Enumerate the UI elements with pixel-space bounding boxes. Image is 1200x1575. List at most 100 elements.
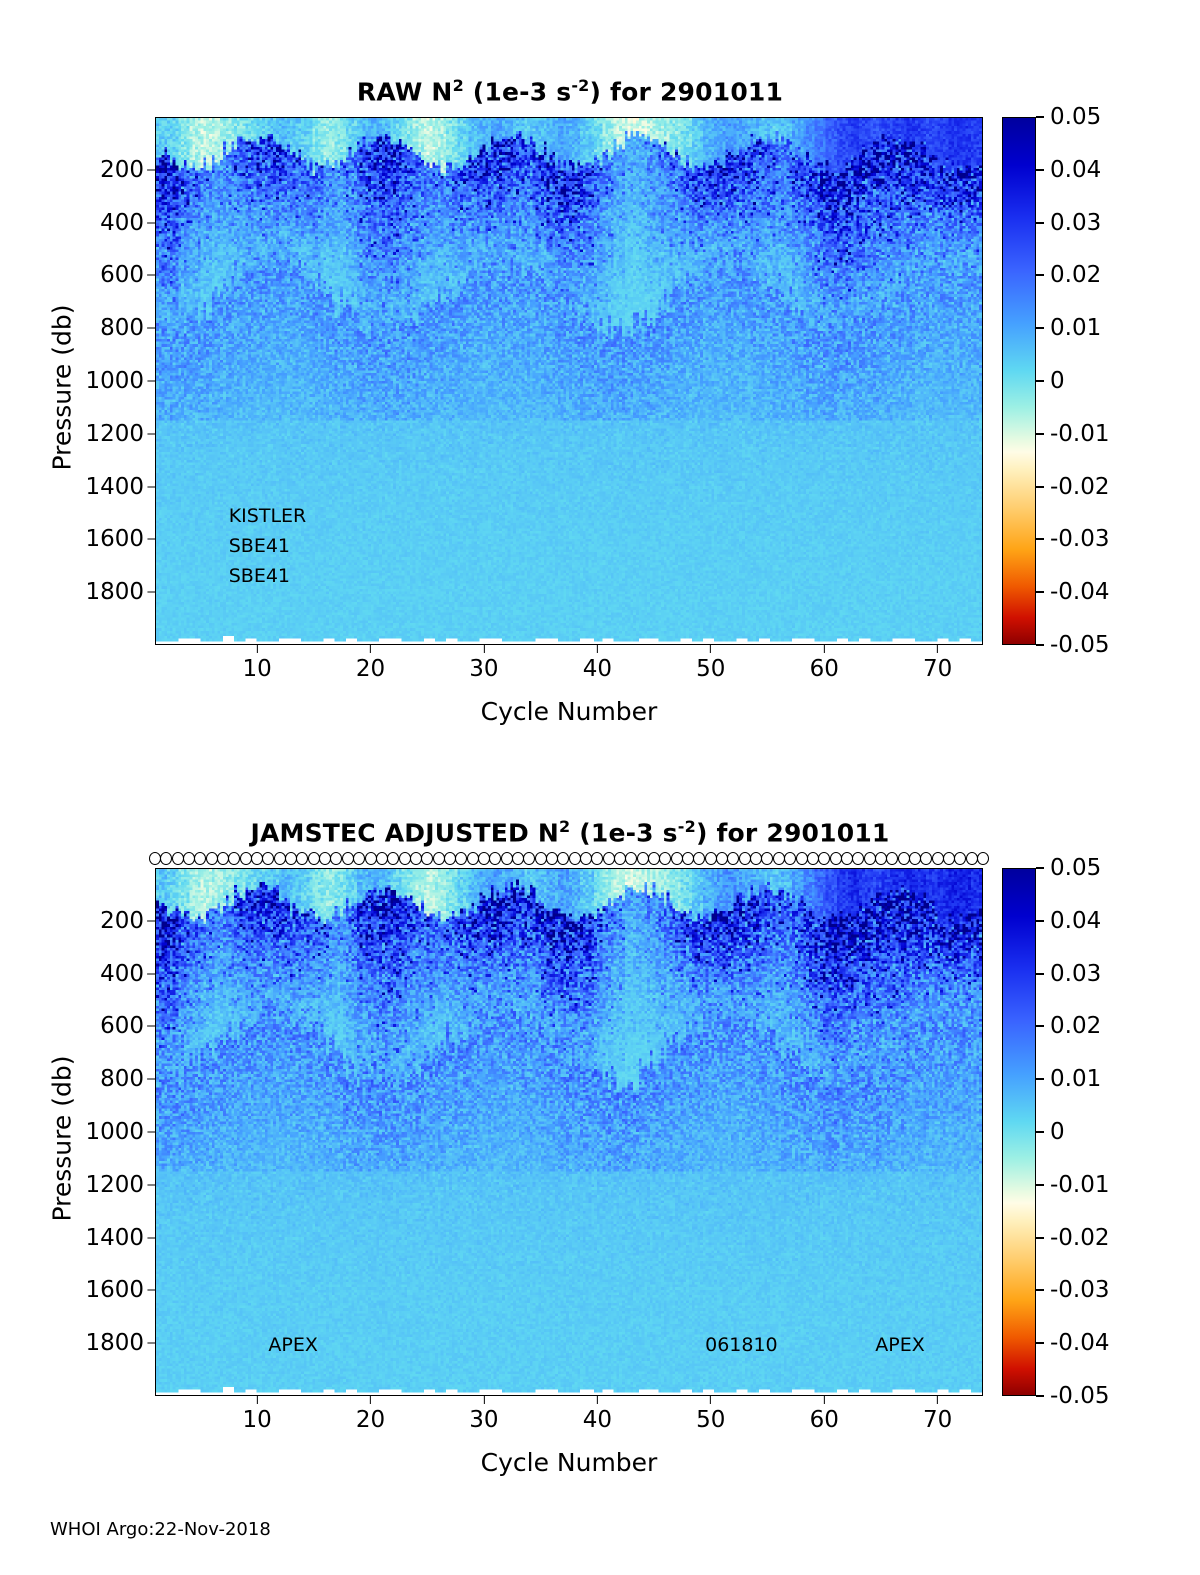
x-tick-label: 70: [923, 1396, 952, 1433]
colorbar-tick-label: 0: [1036, 368, 1065, 394]
x-tick-label: 30: [469, 1396, 498, 1433]
cycle-marker-icon: [160, 852, 173, 865]
y-tick-label: 400: [100, 210, 155, 236]
adjusted-x-axis-label: Cycle Number: [480, 1448, 658, 1477]
title-superscript-minus2: -2: [571, 76, 590, 95]
y-tick-label: 600: [100, 262, 155, 288]
cycle-marker-icon: [693, 852, 706, 865]
x-tick-label: 60: [810, 1396, 839, 1433]
colorbar-tick-label: 0.01: [1036, 1066, 1101, 1092]
cycle-marker-icon: [149, 852, 161, 865]
raw-x-axis-label: Cycle Number: [480, 697, 658, 726]
x-tick-label: 20: [356, 1396, 385, 1433]
cycle-marker-icon: [432, 852, 445, 865]
x-tick-label: 50: [696, 1396, 725, 1433]
cycle-marker-icon: [886, 852, 899, 865]
colorbar-tick-label: 0.04: [1036, 157, 1101, 183]
cycle-marker-icon: [171, 852, 184, 865]
cycle-marker-icon: [625, 852, 638, 865]
y-tick-label: 1600: [85, 1277, 155, 1303]
colorbar-tick-label: 0.05: [1036, 104, 1101, 130]
cycle-marker-icon: [727, 852, 740, 865]
colorbar-tick-label: -0.03: [1036, 1277, 1110, 1303]
y-tick-label: 1200: [85, 1172, 155, 1198]
raw-heatmap-image: [156, 118, 982, 644]
cycle-marker-icon: [341, 852, 354, 865]
adjusted-heatmap-axes: [155, 868, 983, 1396]
plot-annotation: SBE41: [228, 565, 290, 588]
adjusted-cycle-markers: [149, 852, 989, 866]
y-tick-label: 1200: [85, 421, 155, 447]
colorbar-tick-label: 0.03: [1036, 210, 1101, 236]
panel-adjusted: JAMSTEC ADJUSTED N2 (1e-3 s-2) for 29010…: [0, 740, 1200, 1500]
x-tick-label: 20: [356, 645, 385, 682]
cycle-marker-icon: [682, 852, 695, 865]
cycle-marker-icon: [398, 852, 411, 865]
cycle-marker-icon: [977, 852, 989, 865]
cycle-marker-icon: [330, 852, 343, 865]
x-tick-label: 50: [696, 645, 725, 682]
cycle-marker-icon: [784, 852, 797, 865]
y-tick-label: 1000: [85, 368, 155, 394]
cycle-marker-icon: [704, 852, 717, 865]
cycle-marker-icon: [183, 852, 196, 865]
cycle-marker-icon: [568, 852, 581, 865]
cycle-marker-icon: [489, 852, 502, 865]
cycle-marker-icon: [908, 852, 921, 865]
x-tick-label: 70: [923, 645, 952, 682]
x-tick-label: 40: [583, 1396, 612, 1433]
title-text-raw: RAW N: [356, 77, 453, 107]
footer-credit: WHOI Argo:22-Nov-2018: [50, 1519, 271, 1540]
x-tick-label: 10: [242, 1396, 271, 1433]
y-tick-label: 1400: [85, 1225, 155, 1251]
cycle-marker-icon: [750, 852, 763, 865]
x-tick-label: 40: [583, 645, 612, 682]
colorbar-tick-label: -0.01: [1036, 1172, 1110, 1198]
panel-raw: RAW N2 (1e-3 s-2) for 2901011 200 400 600 8…: [0, 0, 1200, 740]
y-tick-label: 1600: [85, 526, 155, 552]
colorbar-tick-label: -0.02: [1036, 474, 1110, 500]
title-units-open: (1e-3 s: [463, 77, 572, 107]
y-tick-label: 600: [100, 1013, 155, 1039]
cycle-marker-icon: [353, 852, 366, 865]
plot-annotation: KISTLER: [228, 504, 307, 527]
cycle-marker-icon: [636, 852, 649, 865]
y-tick-label: 200: [100, 157, 155, 183]
colorbar-tick-label: 0.02: [1036, 1013, 1101, 1039]
adjusted-colorbar-wrap: 0.05 0.04 0.03 0.02 0.01 0 -0.01 -0.02 -0.03 -0.0…: [1002, 855, 1110, 1409]
colorbar-tick-label: 0.01: [1036, 315, 1101, 341]
cycle-marker-icon: [273, 852, 286, 865]
y-tick-label: 800: [100, 1066, 155, 1092]
y-tick-label: 1400: [85, 474, 155, 500]
cycle-marker-icon: [296, 852, 309, 865]
cycle-marker-icon: [319, 852, 332, 865]
cycle-marker-icon: [443, 852, 456, 865]
colorbar-tick-label: 0.02: [1036, 262, 1101, 288]
title-float-id: ) for 2901011: [589, 77, 784, 107]
cycle-marker-icon: [466, 852, 479, 865]
cycle-marker-icon: [580, 852, 592, 865]
x-tick-label: 10: [242, 645, 271, 682]
cycle-marker-icon: [217, 852, 230, 865]
cycle-marker-icon: [239, 852, 252, 865]
cycle-marker-icon: [421, 852, 434, 865]
cycle-marker-icon: [806, 852, 819, 865]
cycle-marker-icon: [840, 852, 853, 865]
raw-y-axis-label: Pressure (db): [47, 304, 77, 471]
adjusted-heatmap-image: [156, 869, 982, 1395]
cycle-marker-icon: [795, 852, 808, 865]
cycle-marker-icon: [874, 852, 887, 865]
cycle-marker-icon: [602, 852, 615, 865]
plot-annotation: APEX: [875, 1333, 925, 1356]
colorbar-tick-label: -0.01: [1036, 421, 1110, 447]
panel-adjusted-title: JAMSTEC ADJUSTED N2 (1e-3 s-2) for 29010…: [155, 817, 985, 847]
cycle-marker-icon: [409, 852, 422, 865]
cycle-marker-icon: [557, 852, 570, 865]
cycle-marker-icon: [534, 852, 547, 865]
title-superscript-2: 2: [452, 76, 464, 95]
cycle-marker-icon: [659, 852, 672, 865]
cycle-marker-icon: [852, 852, 865, 865]
cycle-marker-icon: [545, 852, 558, 865]
cycle-marker-icon: [228, 852, 241, 865]
y-tick-label: 800: [100, 315, 155, 341]
